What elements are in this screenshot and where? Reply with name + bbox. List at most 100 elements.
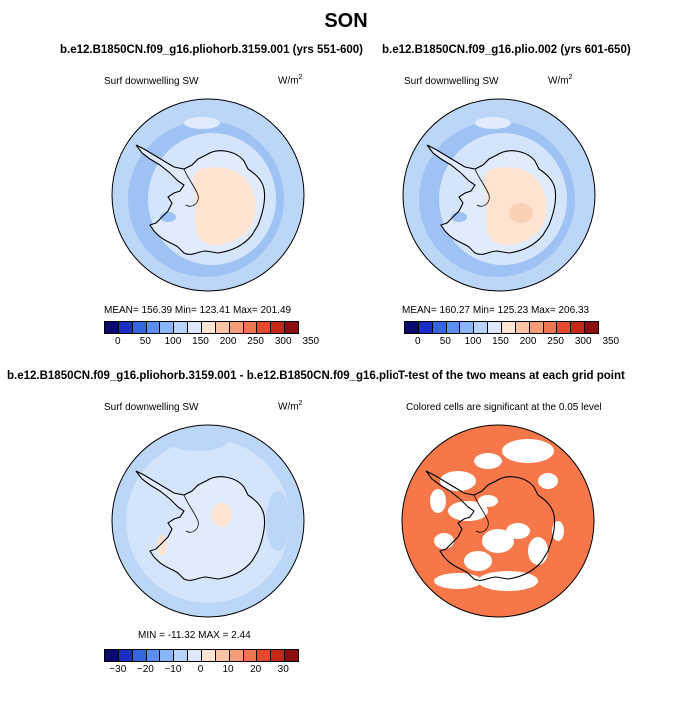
panel3-colorbar (104, 649, 299, 662)
map-border (111, 424, 305, 618)
nonsignificant-area (474, 453, 502, 469)
panel3-units: W/m2 (278, 400, 303, 413)
panel2-variable: Surf downwelling SW (404, 76, 499, 87)
colorbar-tick-label: 0 (115, 336, 121, 347)
colorbar-swatch (229, 650, 244, 661)
nonsignificant-area (502, 439, 554, 463)
panel3-stats: MIN = -11.32 MAX = 2.44 (138, 630, 251, 641)
colorbar-swatch (257, 650, 272, 661)
nonsignificant-area (478, 495, 498, 507)
panel4-map (401, 424, 595, 618)
colorbar-tick-label: 100 (464, 336, 482, 347)
colorbar-swatch (118, 650, 133, 661)
map-border (111, 98, 305, 292)
colorbar-tick-label: −20 (136, 664, 154, 675)
ice-shelf-line (183, 494, 199, 533)
colorbar-swatch (105, 322, 119, 333)
colorbar-swatch (160, 650, 175, 661)
panel2-units: W/m2 (548, 74, 573, 87)
light-patch (184, 117, 220, 129)
colorbar-swatch (488, 322, 503, 333)
nonsignificant-area (482, 529, 514, 553)
ice-shelf-line (474, 168, 490, 207)
nonsignificant-area (440, 471, 476, 491)
colorbar-swatch (432, 322, 447, 333)
colorbar-tick-label: −10 (164, 664, 182, 675)
colorbar-swatch (160, 322, 175, 333)
colorbar-swatch (285, 322, 299, 333)
nonsignificant-area (552, 521, 564, 541)
plateau-fill (192, 167, 256, 245)
colorbar-swatch (285, 650, 299, 661)
panel1-map (111, 98, 305, 292)
colorbar-swatch (118, 322, 133, 333)
colorbar-swatch (215, 322, 230, 333)
colorbar-swatch (132, 650, 147, 661)
panel3-title: b.e12.B1850CN.f09_g16.pliohorb.3159.001 … (7, 370, 422, 382)
colorbar-swatch (460, 322, 475, 333)
figure-title: SON (324, 10, 368, 32)
blue-patch (168, 431, 228, 451)
nonsignificant-area (464, 551, 492, 571)
colorbar-swatch (418, 322, 433, 333)
nonsignificant-area (506, 523, 530, 539)
colorbar-swatch (188, 650, 203, 661)
colorbar-swatch (585, 322, 599, 333)
map-border (401, 424, 595, 618)
colorbar-tick-label: 150 (492, 336, 509, 347)
plateau-peak (509, 203, 533, 223)
colorbar-tick-label: 20 (250, 664, 262, 675)
panel3-variable: Surf downwelling SW (104, 402, 199, 413)
colorbar-tick-label: 100 (164, 336, 182, 347)
colorbar-swatch (202, 322, 216, 333)
colorbar-tick-label: 300 (274, 336, 292, 347)
colorbar-swatch (105, 650, 119, 661)
blue-patch (266, 491, 290, 551)
colorbar-tick-label: 30 (277, 664, 289, 675)
colorbar-swatch (146, 650, 161, 661)
colorbar-tick-label: −30 (109, 664, 127, 675)
colorbar-swatch (174, 650, 189, 661)
colorbar-swatch (543, 322, 558, 333)
colorbar-swatch (202, 650, 216, 661)
panel1-colorbar-ticks: 0 50 100 150 200 250 300 350 (104, 336, 319, 348)
panel1-variable: Surf downwelling SW (104, 76, 199, 87)
colorbar-tick-label: 50 (139, 336, 151, 347)
colorbar-swatch (146, 322, 161, 333)
colorbar-swatch (174, 322, 189, 333)
colorbar-swatch (243, 322, 258, 333)
antarctica-coastline (135, 470, 266, 581)
colorbar-swatch (132, 322, 147, 333)
colorbar-tick-label: 300 (574, 336, 592, 347)
panel2-title: b.e12.B1850CN.f09_g16.plio.002 (yrs 601-… (382, 44, 631, 56)
nonsignificant-area (434, 573, 482, 589)
nonsignificant-area (430, 489, 446, 513)
colorbar-swatch (215, 650, 230, 661)
colorbar-swatch (502, 322, 516, 333)
nonsignificant-area (478, 571, 538, 591)
antarctica-coastline (135, 144, 266, 255)
colorbar-swatch (571, 322, 586, 333)
colorbar-swatch (515, 322, 530, 333)
colorbar-tick-label: 10 (222, 664, 234, 675)
panel1-stats: MEAN= 156.39 Min= 123.41 Max= 201.49 (104, 305, 292, 316)
colorbar-swatch (257, 322, 272, 333)
colorbar-tick-label: 50 (439, 336, 451, 347)
panel3-colorbar-ticks: −30 −20 −10 0 10 20 30 (104, 664, 297, 676)
panel4-variable: Colored cells are significant at the 0.0… (406, 402, 602, 413)
map-border (402, 98, 596, 292)
colorbar-swatch (188, 322, 203, 333)
nonsignificant-area (448, 501, 488, 521)
light-patch (475, 117, 511, 129)
colorbar-tick-label: 350 (302, 336, 320, 347)
panel2-stats: MEAN= 160.27 Min= 125.23 Max= 206.33 (402, 305, 590, 316)
colorbar-swatch (243, 650, 258, 661)
panel1-title: b.e12.B1850CN.f09_g16.pliohorb.3159.001 … (60, 44, 363, 56)
panel3-map (111, 424, 305, 618)
colorbar-swatch (557, 322, 572, 333)
panel2-colorbar-ticks: 0 50 100 150 200 250 300 350 (404, 336, 619, 348)
panel1-units: W/m2 (278, 74, 303, 87)
ice-shelf-line (183, 168, 199, 207)
warm-patch (212, 503, 232, 527)
colorbar-tick-label: 200 (219, 336, 237, 347)
